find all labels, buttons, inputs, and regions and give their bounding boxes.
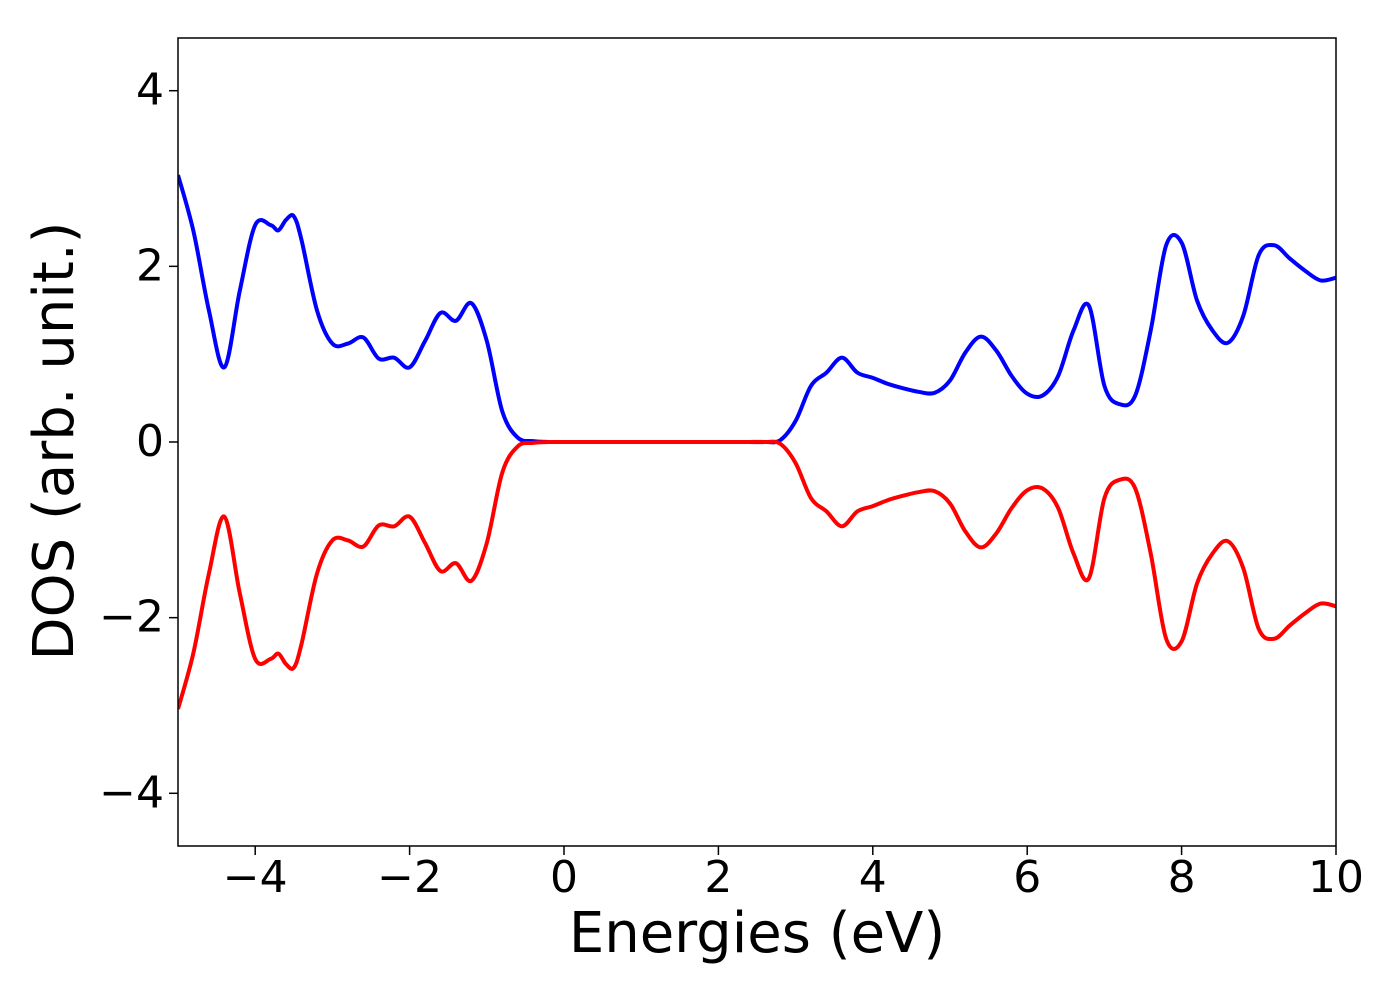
x-tick-label: 2 <box>704 852 732 903</box>
data-line <box>178 439 1336 710</box>
x-tick-label: 6 <box>1013 852 1041 903</box>
x-axis-label: Energies (eV) <box>569 901 945 966</box>
x-tick-label: 10 <box>1308 852 1364 903</box>
data-line <box>178 174 1336 445</box>
plot-frame <box>177 37 1337 847</box>
y-tick-label: 4 <box>136 65 164 116</box>
x-tick-label: 4 <box>859 852 887 903</box>
y-tick-label: −2 <box>99 592 164 643</box>
y-tick-label: 2 <box>136 240 164 291</box>
x-tick-label: 0 <box>550 852 578 903</box>
y-axis-label: DOS (arb. unit.) <box>22 221 87 660</box>
x-tick-label: −4 <box>223 852 288 903</box>
x-tick-label: 8 <box>1168 852 1196 903</box>
y-tick-label: 0 <box>136 416 164 467</box>
y-tick-label: −4 <box>99 767 164 818</box>
x-tick-label: −2 <box>377 852 442 903</box>
